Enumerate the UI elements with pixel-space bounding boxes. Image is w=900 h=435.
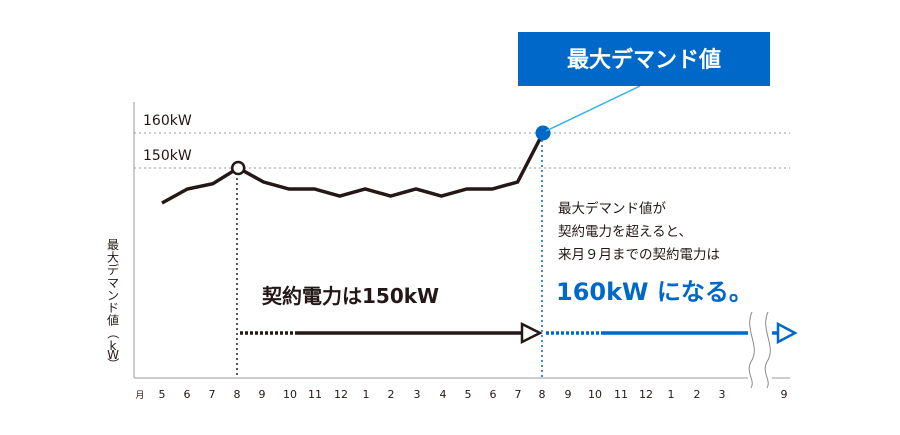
point-150-peak bbox=[230, 160, 246, 176]
y-label-char: W bbox=[107, 348, 119, 362]
note-line-1: 最大デマンド値が bbox=[558, 200, 666, 217]
x-tick-label: 11 bbox=[614, 388, 628, 401]
note-line-2: 契約電力を超えると、 bbox=[558, 224, 692, 240]
note-line-3: 来月９月までの契約電力は bbox=[558, 247, 720, 263]
x-tick-label: 5 bbox=[465, 388, 472, 401]
x-tick-label: 11 bbox=[308, 388, 322, 401]
x-tick-label: 8 bbox=[234, 388, 241, 401]
callout-connector bbox=[545, 85, 641, 132]
point-160-max bbox=[535, 125, 551, 141]
y-label-char: ） bbox=[106, 358, 120, 370]
x-tick-label: 10 bbox=[588, 388, 602, 401]
y-label-char: ン bbox=[107, 288, 119, 302]
x-tick-label: 9 bbox=[781, 388, 788, 401]
x-tick-label: 1 bbox=[363, 388, 370, 401]
y-label-char: （ bbox=[106, 327, 120, 339]
ref-label-160: 160kW bbox=[143, 113, 192, 129]
y-label-char: 大 bbox=[107, 251, 119, 265]
y-label-char: マ bbox=[107, 276, 119, 290]
x-tick-label: 10 bbox=[283, 388, 297, 401]
y-label-char: k bbox=[110, 339, 117, 353]
y-label-char: デ bbox=[107, 262, 119, 277]
x-tick-label: 7 bbox=[515, 388, 522, 401]
series-line bbox=[161, 132, 545, 205]
x-tick-label: 5 bbox=[159, 388, 166, 401]
x-tick-label: 12 bbox=[639, 388, 653, 401]
x-tick-label: 6 bbox=[490, 388, 497, 401]
x-tick-label: 3 bbox=[414, 388, 421, 401]
y-axis-label: 最大デマンド値（kW） bbox=[106, 238, 120, 370]
ref-label-150: 150kW bbox=[143, 148, 192, 164]
x-tick-label: 1 bbox=[668, 388, 675, 401]
x-tick-label: 7 bbox=[209, 388, 216, 401]
x-tick-label: 3 bbox=[719, 388, 726, 401]
arrow1-head bbox=[520, 321, 543, 345]
note-highlight: 160kW になる。 bbox=[556, 278, 753, 306]
x-tick-label: 4 bbox=[440, 388, 447, 401]
x-tick-label: 9 bbox=[565, 388, 572, 401]
x-tick-label: 2 bbox=[388, 388, 395, 401]
y-label-char: 最 bbox=[107, 238, 119, 252]
callout-text: 最大デマンド値 bbox=[567, 47, 721, 73]
x-tick-label: 9 bbox=[259, 388, 266, 401]
x-tick-label: 月 bbox=[135, 390, 144, 401]
arrow1-label: 契約電力は150kW bbox=[261, 284, 439, 308]
x-tick-label: 8 bbox=[539, 388, 546, 401]
y-label-char: ド bbox=[107, 301, 119, 315]
x-tick-label: 12 bbox=[334, 388, 348, 401]
x-tick-label: 2 bbox=[694, 388, 701, 401]
callout-box bbox=[518, 32, 770, 86]
y-label-char: 値 bbox=[107, 313, 119, 328]
arrow2-head bbox=[776, 321, 798, 345]
axis-break bbox=[748, 311, 772, 389]
x-tick-label: 6 bbox=[184, 388, 191, 401]
